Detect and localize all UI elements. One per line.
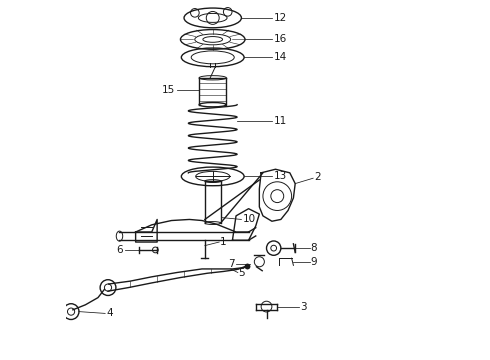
Text: 3: 3 bbox=[300, 302, 306, 312]
Text: 14: 14 bbox=[274, 52, 287, 62]
Text: 9: 9 bbox=[311, 257, 317, 267]
Text: 15: 15 bbox=[162, 85, 175, 95]
Text: 5: 5 bbox=[239, 268, 245, 278]
Text: 11: 11 bbox=[274, 116, 287, 126]
Text: 13: 13 bbox=[274, 171, 287, 181]
Text: 16: 16 bbox=[274, 35, 287, 44]
Text: 1: 1 bbox=[220, 237, 226, 247]
Text: 12: 12 bbox=[274, 13, 287, 23]
Text: 4: 4 bbox=[106, 309, 113, 318]
Text: 7: 7 bbox=[228, 258, 235, 269]
Text: 6: 6 bbox=[117, 245, 123, 255]
Text: 8: 8 bbox=[311, 243, 317, 253]
Text: 10: 10 bbox=[243, 215, 256, 224]
Text: 2: 2 bbox=[314, 172, 321, 183]
